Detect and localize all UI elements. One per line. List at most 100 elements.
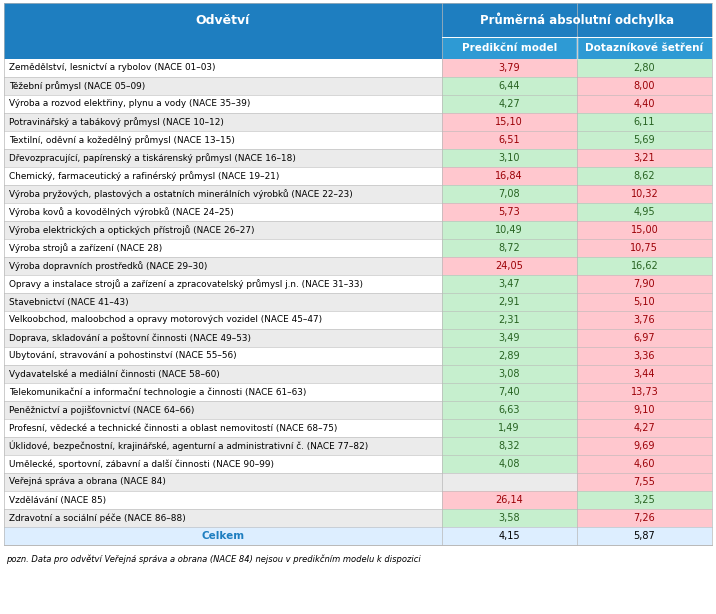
- Bar: [577, 131, 712, 149]
- Text: 7,26: 7,26: [634, 513, 655, 523]
- Bar: [442, 77, 577, 95]
- Text: 4,27: 4,27: [498, 99, 520, 109]
- Bar: [4, 95, 442, 113]
- Text: 6,44: 6,44: [498, 81, 520, 91]
- Text: 8,00: 8,00: [634, 81, 655, 91]
- Text: 10,75: 10,75: [631, 243, 658, 253]
- Bar: [442, 527, 577, 545]
- Bar: [442, 365, 577, 383]
- Text: 3,47: 3,47: [498, 279, 520, 289]
- Bar: [4, 203, 442, 221]
- Text: 2,89: 2,89: [498, 351, 520, 361]
- Text: Výroba elektrických a optických přístrojů (NACE 26–27): Výroba elektrických a optických přístroj…: [9, 225, 254, 235]
- Bar: [4, 401, 442, 419]
- Text: 5,69: 5,69: [634, 135, 655, 145]
- Text: Peněžnictví a pojišťovnictví (NACE 64–66): Peněžnictví a pojišťovnictví (NACE 64–66…: [9, 405, 194, 414]
- Bar: [4, 293, 442, 311]
- Text: 9,69: 9,69: [634, 441, 655, 451]
- Text: Průměrná absolutní odchylka: Průměrná absolutní odchylka: [480, 13, 674, 27]
- Text: Dotazníkové šetření: Dotazníkové šetření: [585, 43, 703, 53]
- Bar: [577, 473, 712, 491]
- Bar: [577, 37, 712, 59]
- Bar: [4, 131, 442, 149]
- Text: 2,31: 2,31: [498, 315, 520, 325]
- Text: Veřejná správa a obrana (NACE 84): Veřejná správa a obrana (NACE 84): [9, 478, 166, 486]
- Bar: [442, 293, 577, 311]
- Bar: [577, 311, 712, 329]
- Text: Chemický, farmaceutický a rafinérský průmysl (NACE 19–21): Chemický, farmaceutický a rafinérský prů…: [9, 171, 279, 181]
- Bar: [4, 37, 442, 59]
- Bar: [4, 437, 442, 455]
- Text: Velkoobchod, maloobchod a opravy motorových vozidel (NACE 45–47): Velkoobchod, maloobchod a opravy motorov…: [9, 316, 322, 325]
- Bar: [577, 329, 712, 347]
- Text: 5,73: 5,73: [498, 207, 520, 217]
- Text: Zemědělství, lesnictví a rybolov (NACE 01–03): Zemědělství, lesnictví a rybolov (NACE 0…: [9, 63, 216, 72]
- Bar: [4, 347, 442, 365]
- Bar: [442, 257, 577, 275]
- Text: 2,80: 2,80: [634, 63, 655, 73]
- Bar: [4, 221, 442, 239]
- Text: pozn. Data pro odvětví Veřejná správa a obrana (NACE 84) nejsou v predikčním mod: pozn. Data pro odvětví Veřejná správa a …: [6, 554, 421, 564]
- Text: Zdravotní a sociální péče (NACE 86–88): Zdravotní a sociální péče (NACE 86–88): [9, 513, 185, 523]
- Bar: [577, 257, 712, 275]
- Text: Vydavatelské a mediální činnosti (NACE 58–60): Vydavatelské a mediální činnosti (NACE 5…: [9, 369, 220, 379]
- Text: 4,27: 4,27: [634, 423, 655, 433]
- Text: 6,51: 6,51: [498, 135, 520, 145]
- Bar: [442, 437, 577, 455]
- Text: 15,10: 15,10: [495, 117, 523, 127]
- Text: 13,73: 13,73: [631, 387, 658, 397]
- Text: Vzdělávání (NACE 85): Vzdělávání (NACE 85): [9, 495, 106, 505]
- Bar: [442, 347, 577, 365]
- Bar: [4, 383, 442, 401]
- Text: 10,32: 10,32: [631, 189, 658, 199]
- Bar: [577, 347, 712, 365]
- Text: Úklidové, bezpečnostní, krajinářské, agenturní a administrativní č. (NACE 77–82): Úklidové, bezpečnostní, krajinářské, age…: [9, 441, 368, 451]
- Bar: [577, 527, 712, 545]
- Bar: [4, 473, 442, 491]
- Text: 3,58: 3,58: [498, 513, 520, 523]
- Text: 3,25: 3,25: [634, 495, 655, 505]
- Bar: [442, 275, 577, 293]
- Text: 16,84: 16,84: [495, 171, 523, 181]
- Text: Profesní, vědecké a technické činnosti a oblast nemovitostí (NACE 68–75): Profesní, vědecké a technické činnosti a…: [9, 424, 337, 432]
- Text: 3,79: 3,79: [498, 63, 520, 73]
- Bar: [4, 3, 442, 37]
- Bar: [577, 275, 712, 293]
- Bar: [442, 3, 712, 37]
- Text: Opravy a instalace strojů a zařízení a zpracovatelský průmysl j.n. (NACE 31–33): Opravy a instalace strojů a zařízení a z…: [9, 279, 363, 289]
- Bar: [4, 311, 442, 329]
- Bar: [577, 221, 712, 239]
- Text: 3,76: 3,76: [634, 315, 655, 325]
- Bar: [4, 149, 442, 167]
- Text: 7,40: 7,40: [498, 387, 520, 397]
- Text: 3,21: 3,21: [634, 153, 655, 163]
- Text: Výroba pryžových, plastových a ostatních minerálních výrobků (NACE 22–23): Výroba pryžových, plastových a ostatních…: [9, 189, 353, 199]
- Bar: [577, 437, 712, 455]
- Bar: [577, 113, 712, 131]
- Text: 7,55: 7,55: [634, 477, 655, 487]
- Text: 16,62: 16,62: [631, 261, 658, 271]
- Text: Odvětví: Odvětví: [195, 14, 250, 26]
- Text: 9,10: 9,10: [634, 405, 655, 415]
- Text: Těžební průmysl (NACE 05–09): Těžební průmysl (NACE 05–09): [9, 81, 145, 91]
- Text: 15,00: 15,00: [631, 225, 658, 235]
- Text: 4,15: 4,15: [498, 531, 520, 541]
- Text: 3,10: 3,10: [498, 153, 520, 163]
- Text: 2,91: 2,91: [498, 297, 520, 307]
- Bar: [442, 149, 577, 167]
- Text: 4,95: 4,95: [634, 207, 655, 217]
- Bar: [4, 365, 442, 383]
- Bar: [577, 365, 712, 383]
- Text: 10,49: 10,49: [495, 225, 523, 235]
- Bar: [4, 185, 442, 203]
- Text: 8,32: 8,32: [498, 441, 520, 451]
- Bar: [442, 455, 577, 473]
- Bar: [4, 329, 442, 347]
- Text: Telekomunikační a informační technologie a činnosti (NACE 61–63): Telekomunikační a informační technologie…: [9, 387, 306, 397]
- Text: 7,90: 7,90: [634, 279, 655, 289]
- Bar: [442, 113, 577, 131]
- Bar: [577, 401, 712, 419]
- Text: 1,49: 1,49: [498, 423, 520, 433]
- Text: 8,72: 8,72: [498, 243, 520, 253]
- Text: 6,63: 6,63: [498, 405, 520, 415]
